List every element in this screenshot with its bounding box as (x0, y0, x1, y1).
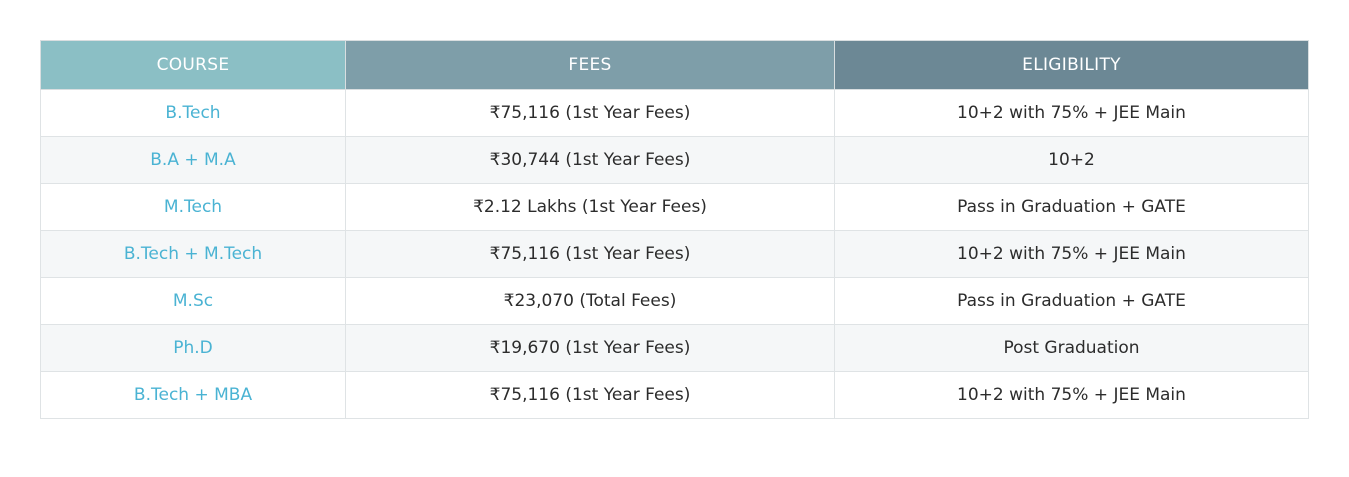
table-row: B.Tech + MBA ₹75,116 (1st Year Fees) 10+… (40, 371, 1309, 419)
header-eligibility: ELIGIBILITY (834, 40, 1309, 90)
header-fees: FEES (345, 40, 835, 90)
course-cell[interactable]: B.A + M.A (40, 136, 346, 184)
course-cell[interactable]: B.Tech + MBA (40, 371, 346, 419)
fees-cell: ₹75,116 (1st Year Fees) (345, 89, 835, 137)
course-cell[interactable]: M.Sc (40, 277, 346, 325)
eligibility-cell: Pass in Graduation + GATE (834, 183, 1309, 231)
course-cell[interactable]: B.Tech (40, 89, 346, 137)
eligibility-cell: 10+2 (834, 136, 1309, 184)
table-row: B.Tech ₹75,116 (1st Year Fees) 10+2 with… (40, 89, 1309, 137)
fees-cell: ₹30,744 (1st Year Fees) (345, 136, 835, 184)
course-fees-table: COURSE FEES ELIGIBILITY B.Tech ₹75,116 (… (40, 40, 1309, 419)
header-course: COURSE (40, 40, 346, 90)
table-row: B.Tech + M.Tech ₹75,116 (1st Year Fees) … (40, 230, 1309, 278)
eligibility-cell: 10+2 with 75% + JEE Main (834, 89, 1309, 137)
course-cell[interactable]: Ph.D (40, 324, 346, 372)
course-fees-table-container: COURSE FEES ELIGIBILITY B.Tech ₹75,116 (… (40, 40, 1309, 419)
eligibility-cell: Pass in Graduation + GATE (834, 277, 1309, 325)
eligibility-cell: 10+2 with 75% + JEE Main (834, 371, 1309, 419)
table-row: M.Sc ₹23,070 (Total Fees) Pass in Gradua… (40, 277, 1309, 325)
course-cell[interactable]: B.Tech + M.Tech (40, 230, 346, 278)
fees-cell: ₹23,070 (Total Fees) (345, 277, 835, 325)
table-row: M.Tech ₹2.12 Lakhs (1st Year Fees) Pass … (40, 183, 1309, 231)
fees-cell: ₹19,670 (1st Year Fees) (345, 324, 835, 372)
fees-cell: ₹75,116 (1st Year Fees) (345, 371, 835, 419)
table-row: Ph.D ₹19,670 (1st Year Fees) Post Gradua… (40, 324, 1309, 372)
table-row: B.A + M.A ₹30,744 (1st Year Fees) 10+2 (40, 136, 1309, 184)
course-cell[interactable]: M.Tech (40, 183, 346, 231)
table-header-row: COURSE FEES ELIGIBILITY (40, 40, 1309, 90)
eligibility-cell: 10+2 with 75% + JEE Main (834, 230, 1309, 278)
fees-cell: ₹2.12 Lakhs (1st Year Fees) (345, 183, 835, 231)
eligibility-cell: Post Graduation (834, 324, 1309, 372)
fees-cell: ₹75,116 (1st Year Fees) (345, 230, 835, 278)
